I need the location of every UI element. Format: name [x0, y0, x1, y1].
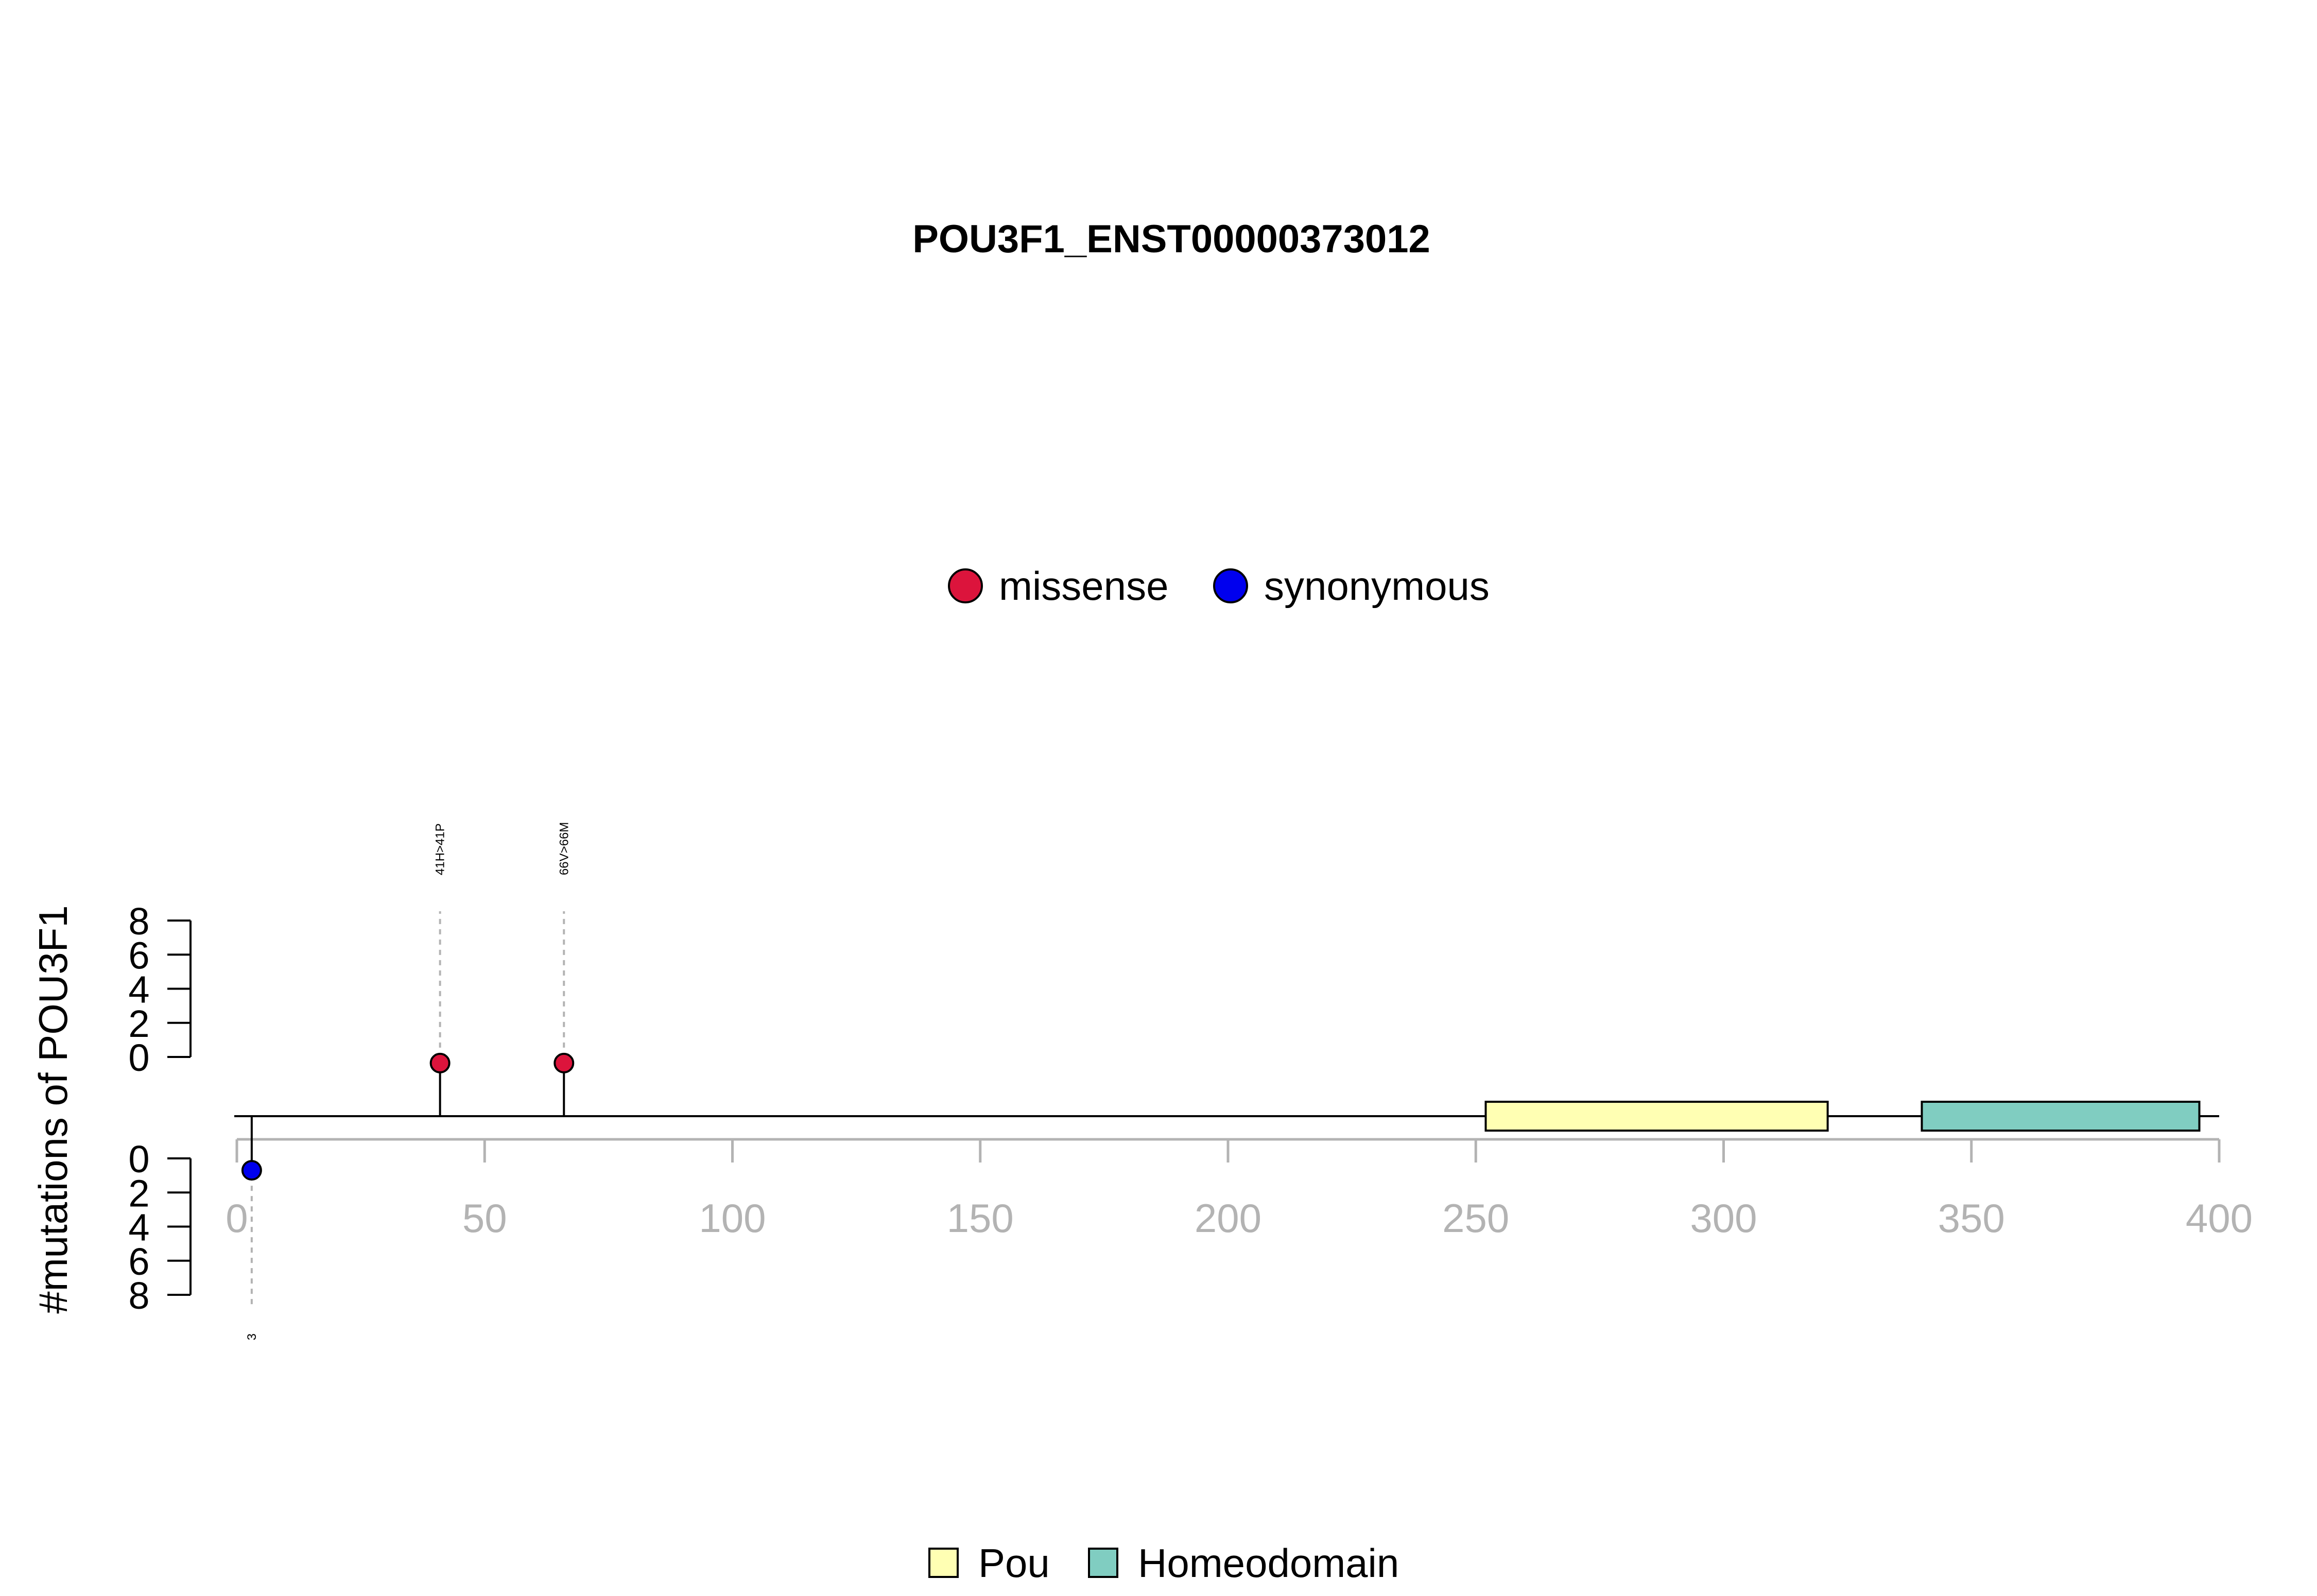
legend-label-missense: missense [999, 563, 1168, 609]
x-tick-label-100: 100 [699, 1195, 766, 1241]
x-tick-label-400: 400 [2186, 1195, 2253, 1241]
x-tick-label-200: 200 [1195, 1195, 1261, 1241]
point-66V>66M [554, 1052, 575, 1073]
mutation-legend: missense synonymous [948, 563, 1490, 609]
legend-label-Pou: Pou [978, 1540, 1050, 1586]
legend-label-Homeodomain: Homeodomain [1138, 1540, 1399, 1586]
x-tick-label-300: 300 [1690, 1195, 1757, 1241]
y-tick-label-bottom-8: 8 [128, 1274, 149, 1317]
legend-marker-synonymous [1213, 568, 1248, 603]
y-tick-label-bottom-2: 2 [128, 1172, 149, 1215]
mutation-label-3: 3 [245, 1333, 259, 1340]
y-tick-label-top-0: 0 [128, 1036, 149, 1079]
x-tick-label-350: 350 [1938, 1195, 2005, 1241]
y-tick-label-top-6: 6 [128, 934, 149, 977]
x-tick-label-0: 0 [226, 1195, 248, 1241]
legend-swatch-Homeodomain [1088, 1548, 1118, 1578]
y-tick-label-bottom-0: 0 [128, 1138, 149, 1181]
y-tick-label-bottom-6: 6 [128, 1240, 149, 1283]
x-tick-label-150: 150 [947, 1195, 1014, 1241]
domain-legend: Pou Homeodomain [928, 1540, 1399, 1586]
x-tick-label-50: 50 [462, 1195, 507, 1241]
domain-boxes [1484, 1101, 2201, 1132]
x-tick-label-250: 250 [1442, 1195, 1509, 1241]
y-tick-label-top-8: 8 [128, 900, 149, 943]
mutation-label-66V>66M: 66V>66M [557, 822, 571, 875]
y-tick-label-bottom-4: 4 [128, 1206, 149, 1249]
domain-box-Homeodomain [1921, 1101, 2201, 1132]
point-3 [241, 1160, 262, 1181]
y-axis-label: #mutations of POU3F1 [30, 905, 76, 1313]
legend-swatch-Pou [928, 1548, 959, 1578]
y-tick-label-top-4: 4 [128, 968, 149, 1011]
domain-box-Pou [1484, 1101, 1829, 1132]
mutation-label-41H>41P: 41H>41P [434, 823, 447, 875]
legend-label-synonymous: synonymous [1264, 563, 1490, 609]
legend-marker-missense [948, 568, 983, 603]
chart-title: POU3F1_ENST00000373012 [912, 217, 1430, 261]
point-41H>41P [429, 1052, 451, 1073]
mutation-lollipops: 41H>41P 66V>66M 3 [241, 822, 575, 1340]
y-tick-label-top-2: 2 [128, 1002, 149, 1045]
